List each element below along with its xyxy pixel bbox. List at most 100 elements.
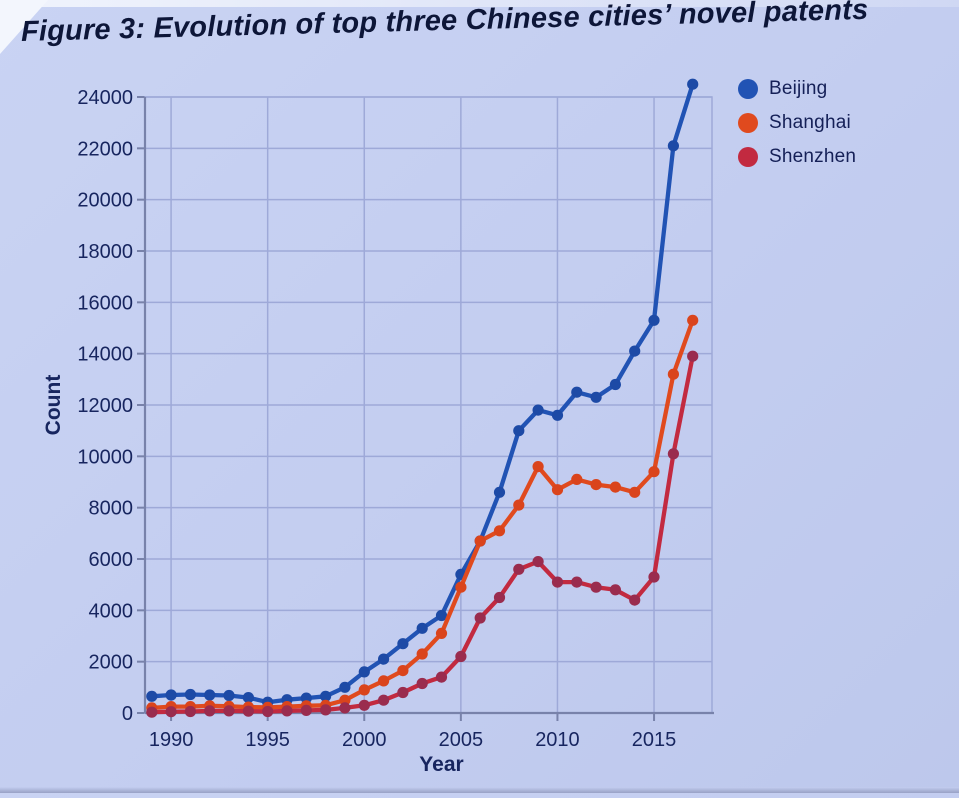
data-point-shenzhen [493,591,506,604]
data-point-shenzhen [204,705,216,717]
y-tick-label: 22000 [77,138,133,160]
data-point-shanghai [629,486,641,498]
data-point-beijing [416,622,428,634]
data-point-beijing [493,486,506,498]
y-tick-label: 16000 [77,292,133,314]
data-point-beijing [609,378,622,391]
data-point-shenzhen [358,699,370,711]
data-point-shanghai [687,314,699,326]
data-point-shenzhen [667,448,680,460]
data-point-shenzhen [416,677,428,690]
data-point-shanghai [590,479,602,491]
photo-edge-bottom [0,787,959,793]
y-tick-label: 18000 [77,241,133,263]
data-point-shenzhen [339,702,351,714]
data-point-shanghai [551,484,564,496]
data-point-shanghai [339,694,351,706]
data-point-shenzhen [551,576,564,588]
data-point-beijing [204,689,216,701]
data-point-shenzhen [146,706,158,718]
x-tick-label: 1995 [245,729,290,751]
legend-label-shanghai: Shanghai [769,112,851,133]
data-point-shenzhen [165,706,177,718]
legend-item-shenzhen: Shenzhen [738,144,856,170]
y-tick-label: 14000 [77,344,133,366]
shenzhen-legend-dot-icon [738,147,758,167]
data-point-beijing [146,690,158,702]
data-point-beijing [687,78,699,90]
data-point-shanghai [648,466,660,478]
data-point-beijing [571,386,583,398]
data-point-shenzhen [571,576,583,588]
data-point-shenzhen [397,686,409,699]
y-tick-label: 20000 [77,190,133,212]
data-point-shenzhen [242,705,254,717]
legend-item-beijing: Beijing [738,76,856,102]
y-tick-label: 8000 [89,498,134,520]
data-point-beijing [339,681,351,693]
data-point-shenzhen [687,350,699,362]
data-point-shenzhen [281,705,293,717]
data-point-beijing [667,140,680,152]
series-line-beijing [149,82,695,705]
data-point-beijing [590,391,602,403]
data-point-shenzhen [223,705,235,717]
data-point-shanghai [493,525,506,537]
data-point-beijing [320,690,332,702]
data-point-shenzhen [378,694,390,706]
data-point-beijing [378,653,390,665]
data-point-shenzhen [474,612,486,624]
data-point-shanghai [609,481,622,493]
y-tick-label: 12000 [77,395,133,417]
data-point-shanghai [513,499,525,511]
data-point-beijing [300,692,312,704]
chart-legend: Beijing Shanghai Shenzhen [738,76,856,170]
x-tick-label: 2015 [632,729,677,751]
data-point-shanghai [532,461,544,473]
legend-label-beijing: Beijing [769,78,828,99]
data-point-beijing [358,666,370,678]
x-tick-label: 2005 [439,729,484,751]
data-point-shanghai [416,648,428,660]
x-axis-title: Year [419,753,463,776]
photo-edge-top [40,0,959,7]
y-tick-label: 24000 [77,87,133,109]
data-point-beijing [513,425,525,437]
data-point-beijing [223,689,235,702]
data-point-shanghai [667,368,680,380]
x-tick-label: 1990 [149,729,194,751]
y-tick-label: 6000 [89,549,134,571]
data-point-shenzhen [300,704,312,717]
data-point-shanghai [358,684,370,696]
data-point-shanghai [378,675,390,687]
data-point-shenzhen [435,671,448,683]
data-point-shenzhen [532,556,544,568]
legend-label-shenzhen: Shenzhen [769,146,857,167]
data-point-shanghai [455,581,467,593]
data-point-shenzhen [629,594,641,606]
x-tick-label: 2000 [342,729,387,751]
data-point-beijing [397,638,409,650]
data-point-shenzhen [455,650,467,663]
data-point-shenzhen [513,563,525,575]
data-point-beijing [629,345,641,357]
beijing-legend-dot-icon [738,79,758,99]
shanghai-legend-dot-icon [738,113,758,133]
legend-item-shanghai: Shanghai [738,110,856,136]
data-point-beijing [551,409,564,421]
x-tick-label: 2010 [535,729,580,751]
y-tick-label: 0 [122,703,133,725]
data-point-shanghai [435,627,448,640]
data-point-shenzhen [609,584,622,596]
y-tick-label: 4000 [89,600,134,622]
y-tick-label: 2000 [89,652,134,674]
data-point-shanghai [397,665,409,677]
data-point-beijing [242,692,254,704]
data-point-shenzhen [262,705,274,718]
data-point-beijing [165,689,177,701]
data-point-shanghai [474,535,486,547]
y-tick-label: 10000 [77,446,133,468]
data-point-shenzhen [648,571,660,583]
